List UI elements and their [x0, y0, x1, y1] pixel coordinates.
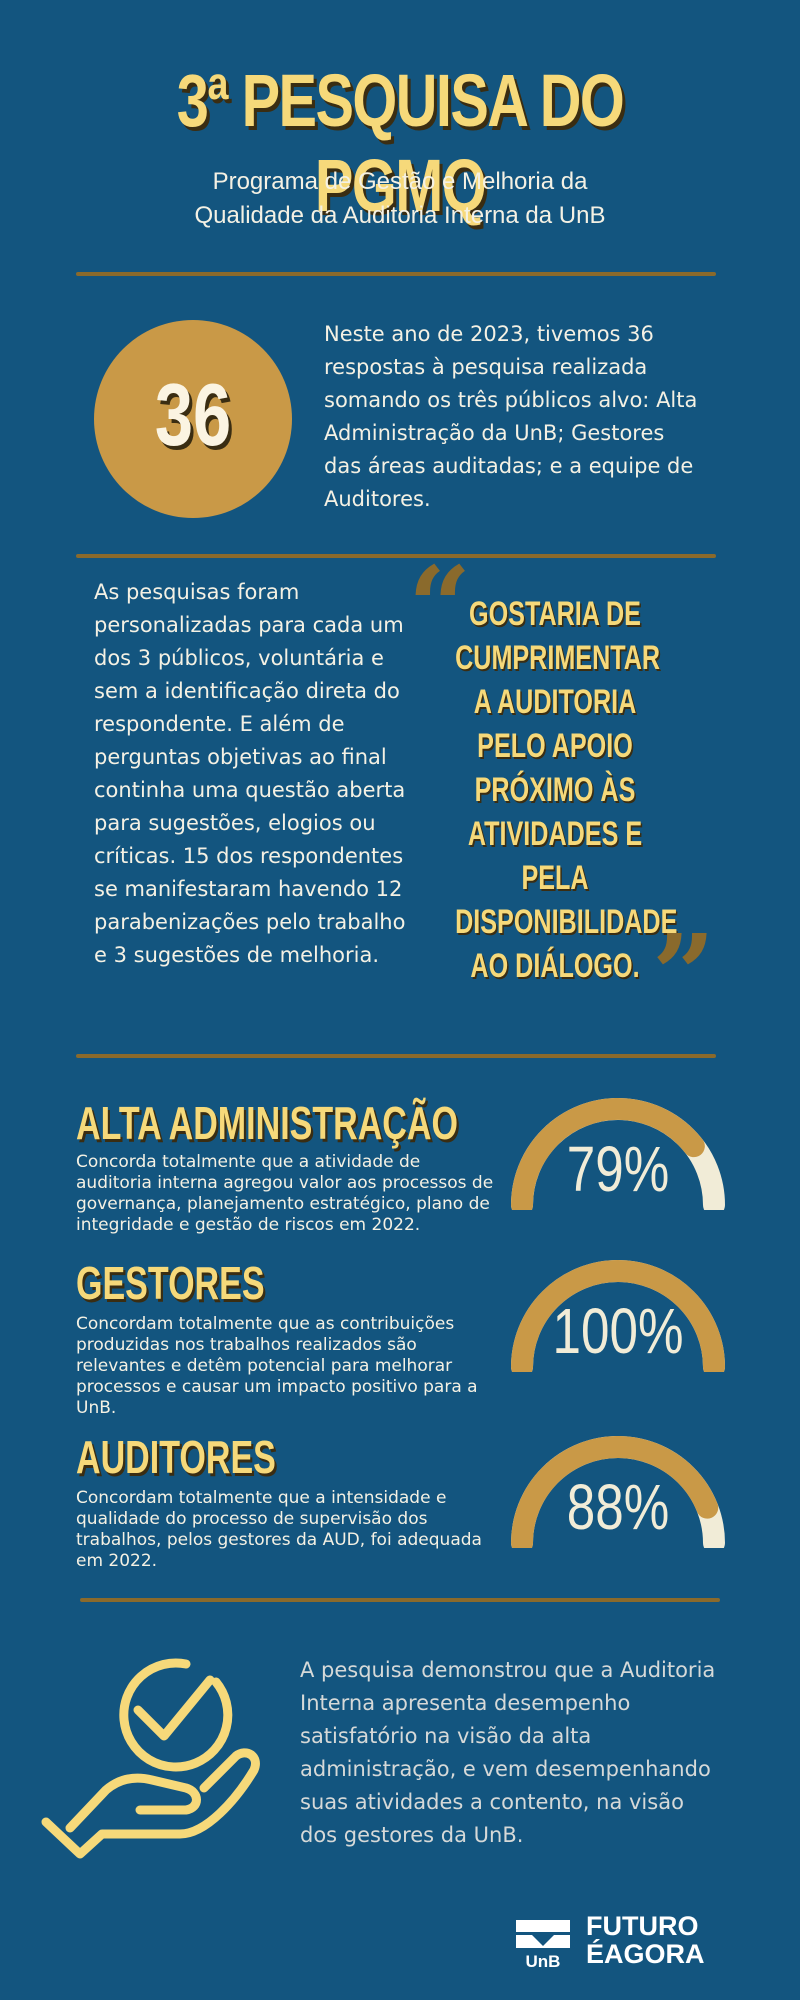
intro-text: Neste ano de 2023, tivemos 36 respostas …: [324, 322, 698, 511]
result-title-auditores: AUDITORES: [76, 1431, 276, 1483]
gauge-fill: [511, 1260, 725, 1372]
page-title: 3ª PESQUISA DO PGMQ: [176, 59, 625, 227]
gauge-value: 79%: [566, 1133, 670, 1205]
subtitle-line-1: Programa de Gestão e Melhoria da: [212, 168, 588, 195]
futuro-e-agora-logo: FUTURO ÉAGORA: [586, 1912, 726, 1968]
subtitle-line-2: Qualidade da Auditoria Interna da UnB: [194, 202, 606, 229]
result-description: Concordam totalmente que a intensidade e…: [76, 1488, 482, 1571]
gauge-fill: [511, 1098, 705, 1210]
close-quote-icon: ”: [652, 910, 716, 1039]
gauge-fill: [511, 1436, 719, 1548]
result-description: Concordam totalmente que as contribuiçõe…: [76, 1314, 478, 1418]
gauge-value: 88%: [566, 1471, 670, 1543]
divider: [76, 554, 716, 558]
gauge: 88%: [505, 1436, 731, 1548]
unb-label: UnB: [525, 1952, 561, 1971]
gauge: 79%: [505, 1098, 731, 1210]
unb-logo-icon: [516, 1920, 570, 1948]
result-title-gestores: GESTORES: [76, 1257, 265, 1309]
response-count: 36: [154, 365, 232, 464]
gauge: 100%: [505, 1260, 731, 1372]
hand-checkmark-icon: [40, 1650, 270, 1880]
result-description: Concorda totalmente que a atividade de a…: [76, 1152, 494, 1235]
testimonial-quote: GOSTARIA DE CUMPRIMENTAR A AUDITORIA PEL…: [455, 595, 678, 985]
futuro-line-2: ÉAGORA: [586, 1939, 705, 1969]
divider: [76, 1054, 716, 1058]
response-count-circle: 36: [94, 320, 292, 518]
method-text: As pesquisas foram personalizadas para c…: [94, 580, 406, 967]
gauge-value: 100%: [552, 1295, 684, 1367]
result-title-alta-administracao: ALTA ADMINISTRAÇÃO: [76, 1097, 458, 1149]
conclusion-text: A pesquisa demonstrou que a Auditoria In…: [300, 1658, 716, 1847]
page-subtitle: Programa de Gestão e Melhoria da Qualida…: [100, 165, 700, 233]
unb-logo: UnB: [514, 1918, 572, 1974]
divider: [76, 272, 716, 276]
open-quote-icon: “: [408, 542, 472, 671]
futuro-line-1: FUTURO: [586, 1911, 699, 1941]
divider: [80, 1598, 720, 1602]
